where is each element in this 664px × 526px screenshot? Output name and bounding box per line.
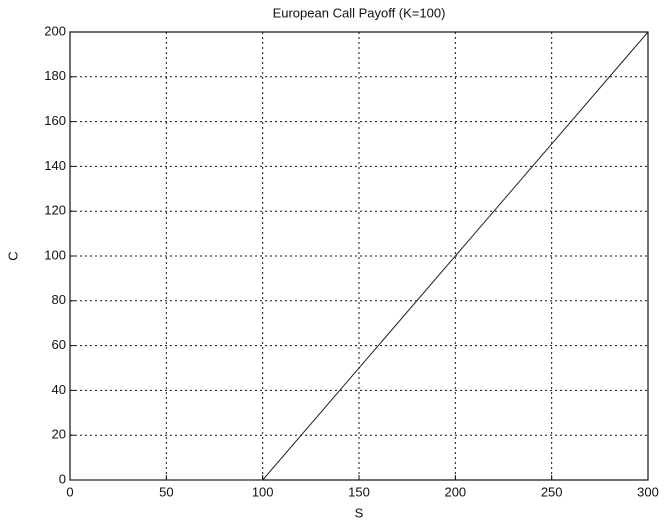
x-axis-label: S [355, 505, 364, 520]
y-axis-label: C [5, 251, 20, 260]
chart-title: European Call Payoff (K=100) [273, 5, 446, 20]
y-tick-label: 160 [44, 113, 66, 128]
y-tick-label: 100 [44, 247, 66, 262]
y-tick-label: 0 [59, 471, 66, 486]
y-tick-label: 200 [44, 23, 66, 38]
y-tick-label: 180 [44, 68, 66, 83]
y-tick-label: 120 [44, 203, 66, 218]
x-tick-label: 150 [348, 484, 370, 499]
y-tick-label: 80 [52, 292, 66, 307]
y-tick-label: 140 [44, 158, 66, 173]
x-tick-label: 50 [159, 484, 173, 499]
y-tick-label: 20 [52, 427, 66, 442]
x-tick-label: 100 [252, 484, 274, 499]
line-series [70, 31, 649, 481]
x-tick-label: 300 [637, 484, 659, 499]
y-tick-label: 40 [52, 382, 66, 397]
x-tick-label: 0 [66, 484, 73, 499]
y-tick-label: 60 [52, 337, 66, 352]
x-tick-label: 200 [444, 484, 466, 499]
x-tick-label: 250 [541, 484, 563, 499]
